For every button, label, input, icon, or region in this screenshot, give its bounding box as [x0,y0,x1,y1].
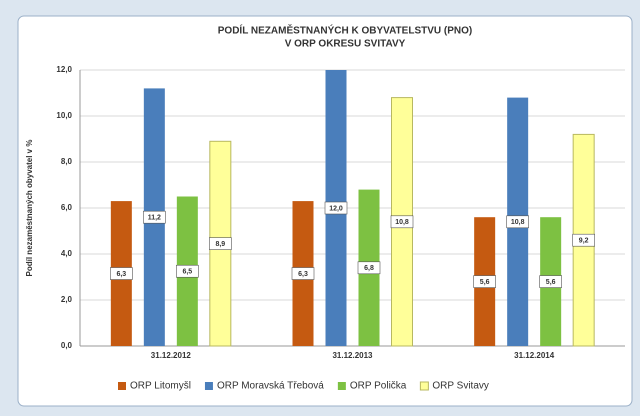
legend-swatch [419,381,429,391]
legend-swatch [118,382,126,390]
value-label: 6,3 [116,271,126,278]
value-label-box [291,267,315,280]
value-label-box [209,237,232,250]
value-label-box [390,215,414,229]
y-tick-label: 12,0 [56,65,72,74]
value-label-box [143,210,166,224]
legend-swatch [337,382,346,390]
value-label-box [539,275,562,288]
y-tick-label: 4,0 [61,249,73,258]
value-label: 10,8 [395,219,409,226]
value-label: 5,6 [546,279,556,286]
value-label: 12,0 [329,205,343,212]
y-tick-label: 2,0 [61,295,73,304]
value-label: 6,8 [364,265,374,272]
legend-label: ORP Svitavy [432,381,489,392]
y-tick-label: 6,0 [61,203,73,212]
legend-label: ORP Moravská Třebová [217,381,324,392]
value-label: 11,2 [148,215,161,222]
legend-swatch [204,382,213,390]
chart-title: PODÍL NEZAMĚSTNANÝCH K OBYVATELSTVU (PNO… [218,24,472,37]
y-tick-label: 10,0 [56,111,72,120]
value-label: 10,8 [511,219,525,226]
x-tick-label: 31.12.2012 [151,351,192,360]
value-label: 9,2 [579,238,589,245]
value-label: 8,9 [215,241,225,248]
x-tick-label: 31.12.2014 [514,351,555,360]
value-label-box [473,275,496,288]
y-axis-label: Podíl nezaměstnaných obyvatel v % [25,140,34,277]
legend-label: ORP Litomyšl [130,381,191,392]
value-label: 6,3 [298,271,308,278]
y-tick-label: 8,0 [61,157,73,166]
x-tick-label: 31.12.2013 [332,351,373,360]
chart-title: V ORP OKRESU SVITAVY [285,39,406,50]
legend-label: ORP Polička [350,381,407,392]
value-label-box [176,264,199,278]
value-label-box [324,201,348,215]
value-label-box [357,261,381,275]
y-tick-label: 0,0 [61,341,73,350]
value-label: 6,5 [182,269,192,276]
value-label: 5,6 [480,279,490,286]
value-label-box [110,267,133,280]
value-label-box [572,233,595,247]
value-label-box [506,215,529,229]
